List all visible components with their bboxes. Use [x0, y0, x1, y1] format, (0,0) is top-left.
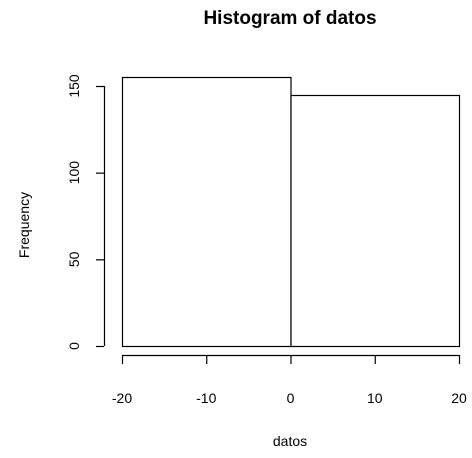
x-tick-label: -20	[112, 390, 132, 406]
x-tick-label: -10	[196, 390, 216, 406]
histogram-bar-1	[290, 94, 461, 348]
y-axis-label: Frequency	[16, 192, 32, 258]
x-tick-label: 0	[287, 390, 295, 406]
y-axis: 0 50 100 150	[66, 74, 106, 350]
chart-title: Histogram of datos	[203, 8, 376, 29]
x-axis: -20 -10 0 10 20	[112, 354, 467, 406]
x-tick-label: 20	[451, 390, 467, 406]
y-tick-label: 100	[66, 161, 82, 185]
y-tick-label: 50	[66, 251, 82, 267]
bars-group	[121, 76, 461, 348]
y-tick-label: 150	[66, 74, 82, 98]
x-axis-label: datos	[273, 433, 307, 449]
y-tick-label: 0	[66, 342, 82, 350]
x-tick-label: 10	[367, 390, 383, 406]
histogram-bar-0	[121, 76, 292, 348]
